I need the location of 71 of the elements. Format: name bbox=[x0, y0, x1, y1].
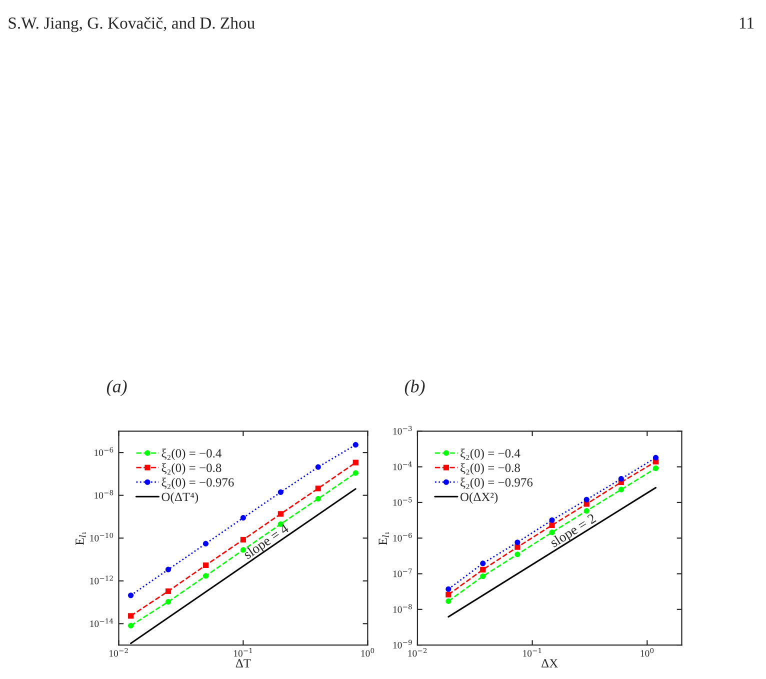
y-axis-title: E$_{l₁}$ bbox=[378, 532, 389, 545]
point bbox=[278, 489, 284, 495]
y-tick-label: 10$^{−5}$ bbox=[393, 497, 412, 506]
y-tick-label: 10$^{−6}$ bbox=[94, 447, 114, 456]
legend-label: ξ₂(0) = −0.976 bbox=[162, 478, 234, 490]
point bbox=[352, 470, 358, 476]
legend-label: ξ₂(0) = −0.4 bbox=[460, 448, 520, 460]
point bbox=[446, 586, 452, 592]
y-axis-title: E$_{l₁}$ bbox=[76, 532, 86, 545]
y-tick-label: 10$^{−12}$ bbox=[90, 576, 113, 584]
point bbox=[446, 592, 452, 598]
x-tick-label: 10$^{0}$ bbox=[361, 648, 374, 657]
x-tick-label: 10$^{−1}$ bbox=[234, 648, 252, 657]
point bbox=[352, 442, 358, 448]
x-tick-label: 10$^{−2}$ bbox=[408, 648, 427, 657]
point bbox=[618, 486, 624, 492]
chart-title: (b) bbox=[404, 380, 425, 396]
legend-label: ξ₂(0) = −0.976 bbox=[460, 478, 533, 490]
point bbox=[584, 496, 590, 502]
y-tick-label: 10$^{−8}$ bbox=[94, 490, 114, 499]
point bbox=[652, 465, 659, 472]
point bbox=[202, 562, 209, 568]
text: S.W. Jiang, G. Kovačič, and D. Zhou bbox=[8, 16, 255, 32]
x-axis-title: ΔX bbox=[542, 659, 558, 668]
x-tick-label: 10$^{0}$ bbox=[640, 648, 654, 657]
y-tick-label: 10$^{−8}$ bbox=[393, 604, 412, 613]
point bbox=[278, 511, 284, 517]
point bbox=[584, 508, 590, 514]
point bbox=[315, 464, 321, 470]
point bbox=[480, 566, 486, 572]
point bbox=[165, 599, 172, 605]
y-tick-label: 10$^{−7}$ bbox=[393, 568, 412, 578]
point bbox=[514, 544, 520, 550]
y-tick-label: 10$^{−9}$ bbox=[393, 640, 412, 648]
legend-label: ξ₂(0) = −0.4 bbox=[162, 448, 222, 460]
y-tick-label: 10$^{−3}$ bbox=[393, 426, 412, 435]
point bbox=[514, 552, 520, 558]
point bbox=[128, 613, 134, 619]
point bbox=[446, 598, 452, 604]
annotation: slope = 2 bbox=[549, 512, 598, 550]
y-tick-label: 10$^{−14}$ bbox=[90, 618, 114, 628]
legend-label: ξ₂(0) = −0.8 bbox=[162, 463, 222, 475]
point bbox=[202, 540, 209, 546]
x-tick-label: 10$^{−1}$ bbox=[523, 648, 542, 657]
legend-label: ξ₂(0) = −0.8 bbox=[460, 463, 520, 475]
point bbox=[549, 517, 555, 523]
point bbox=[202, 573, 209, 579]
point bbox=[315, 486, 321, 492]
point bbox=[618, 476, 624, 482]
x-tick-label: 10$^{−2}$ bbox=[110, 648, 128, 657]
point bbox=[315, 496, 321, 502]
point bbox=[240, 515, 246, 521]
chart-title: (a) bbox=[106, 380, 127, 396]
point bbox=[480, 560, 486, 566]
point bbox=[514, 540, 520, 546]
y-tick-label: 10$^{−4}$ bbox=[393, 462, 412, 470]
legend-label: O(ΔT⁴) bbox=[162, 492, 198, 504]
point bbox=[480, 573, 486, 580]
point bbox=[128, 622, 134, 628]
x-axis-title: ΔT bbox=[236, 659, 251, 668]
annotation: slope = 4 bbox=[242, 522, 292, 562]
point bbox=[652, 454, 659, 460]
point bbox=[165, 588, 172, 594]
point bbox=[549, 522, 555, 528]
y-tick-label: 10$^{−10}$ bbox=[90, 532, 114, 542]
text: 11 bbox=[740, 18, 754, 29]
point bbox=[128, 592, 134, 598]
y-tick-label: 10$^{−6}$ bbox=[393, 532, 412, 542]
point bbox=[165, 566, 172, 572]
point bbox=[352, 460, 358, 466]
legend-label: O(ΔX²) bbox=[460, 492, 498, 504]
